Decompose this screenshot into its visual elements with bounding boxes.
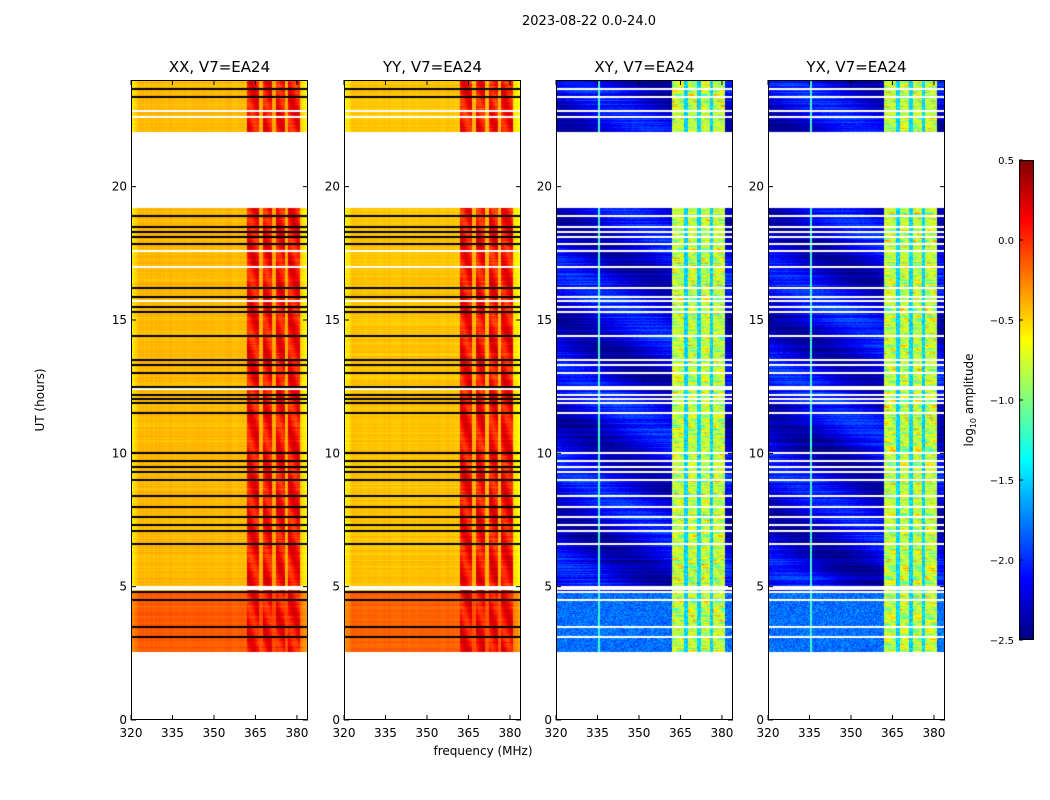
spectrogram-heatmap — [344, 80, 521, 720]
panel-axes: 0 5 10 15 20 320 335 350 365 380 — [325, 80, 521, 740]
x-tick-label: 350 — [203, 726, 226, 740]
panel-axes: 0 5 10 15 20 320 335 350 365 380 — [749, 80, 945, 740]
panel-axes: 0 5 10 15 20 320 335 350 365 380 — [112, 80, 308, 740]
plot-frame — [556, 80, 733, 720]
colorbar-tick-label: 0.5 — [998, 156, 1014, 167]
y-tick-label: 20 — [749, 180, 764, 194]
y-tick-label: 15 — [537, 313, 552, 327]
y-tick-label: 15 — [112, 313, 127, 327]
colorbar-label: log10 amplitude — [961, 353, 979, 447]
x-tick-label: 365 — [244, 726, 267, 740]
panel-title: YX, V7=EA24 — [806, 58, 907, 76]
colorbar-tick-label: −0.5 — [990, 316, 1014, 327]
colorbar-tick-label: −1.0 — [990, 396, 1014, 407]
x-tick-label: 365 — [457, 726, 480, 740]
y-tick-label: 0 — [756, 713, 764, 727]
panel-title: YY, V7=EA24 — [382, 58, 483, 76]
y-tick-label: 5 — [119, 580, 127, 594]
y-tick-label: 15 — [749, 313, 764, 327]
colorbar-tick-label: −2.0 — [990, 556, 1014, 567]
x-axis-label: frequency (MHz) — [433, 744, 533, 758]
y-tick-label: 10 — [537, 446, 552, 460]
x-tick-label: 320 — [545, 726, 568, 740]
y-tick-label: 10 — [749, 446, 764, 460]
plot-frame — [131, 80, 308, 720]
y-tick-label: 20 — [112, 180, 127, 194]
y-tick-label: 5 — [756, 580, 764, 594]
colorbar — [1019, 160, 1034, 640]
panel-title: XX, V7=EA24 — [168, 58, 271, 76]
x-tick-label: 365 — [669, 726, 692, 740]
x-tick-label: 350 — [628, 726, 651, 740]
y-tick-label: 5 — [332, 580, 340, 594]
panel-yx: YX, V7=EA24 0 5 10 15 20 320 335 350 365 380 — [749, 58, 946, 740]
colorbar-tick-label: −2.5 — [990, 636, 1014, 647]
panel-xx: XX, V7=EA24 0 5 10 15 20 320 335 350 365 380 — [112, 58, 309, 740]
x-tick-label: 380 — [285, 726, 308, 740]
y-axis-label: UT (hours) — [33, 368, 47, 432]
x-tick-label: 335 — [161, 726, 184, 740]
y-tick-label: 0 — [332, 713, 340, 727]
x-tick-label: 320 — [333, 726, 356, 740]
colorbar-tick-label: 0.0 — [998, 236, 1014, 247]
panel-axes: 0 5 10 15 20 320 335 350 365 380 — [537, 80, 733, 740]
x-tick-label: 320 — [757, 726, 780, 740]
y-tick-label: 10 — [325, 446, 340, 460]
panel-title: XY, V7=EA24 — [594, 58, 695, 76]
panel-yy: YY, V7=EA24 0 5 10 15 20 320 335 350 365 380 — [325, 58, 522, 740]
x-tick-label: 380 — [498, 726, 521, 740]
x-tick-label: 380 — [710, 726, 733, 740]
colorbar-axis: 0.5 0.0 −0.5 −1.0 −1.5 −2.0 −2.5 — [990, 156, 1023, 647]
y-tick-label: 15 — [325, 313, 340, 327]
x-tick-label: 335 — [798, 726, 821, 740]
spectrogram-heatmap — [768, 80, 945, 720]
figure-title: 2023-08-22 0.0-24.0 — [522, 14, 656, 29]
colorbar-tick-label: −1.5 — [990, 476, 1014, 487]
y-tick-label: 20 — [537, 180, 552, 194]
spectrogram-heatmap — [131, 80, 308, 720]
x-tick-label: 320 — [120, 726, 143, 740]
x-tick-label: 350 — [840, 726, 863, 740]
x-tick-label: 350 — [416, 726, 439, 740]
y-tick-label: 0 — [119, 713, 127, 727]
x-tick-label: 335 — [586, 726, 609, 740]
x-tick-label: 335 — [374, 726, 397, 740]
plot-frame — [768, 80, 945, 720]
x-tick-label: 380 — [922, 726, 945, 740]
y-tick-label: 5 — [544, 580, 552, 594]
y-tick-label: 10 — [112, 446, 127, 460]
spectrogram-heatmap — [556, 80, 733, 720]
plot-frame — [344, 80, 521, 720]
y-tick-label: 0 — [544, 713, 552, 727]
panel-xy: XY, V7=EA24 0 5 10 15 20 320 335 350 365 380 — [537, 58, 734, 740]
y-tick-label: 20 — [325, 180, 340, 194]
x-tick-label: 365 — [881, 726, 904, 740]
